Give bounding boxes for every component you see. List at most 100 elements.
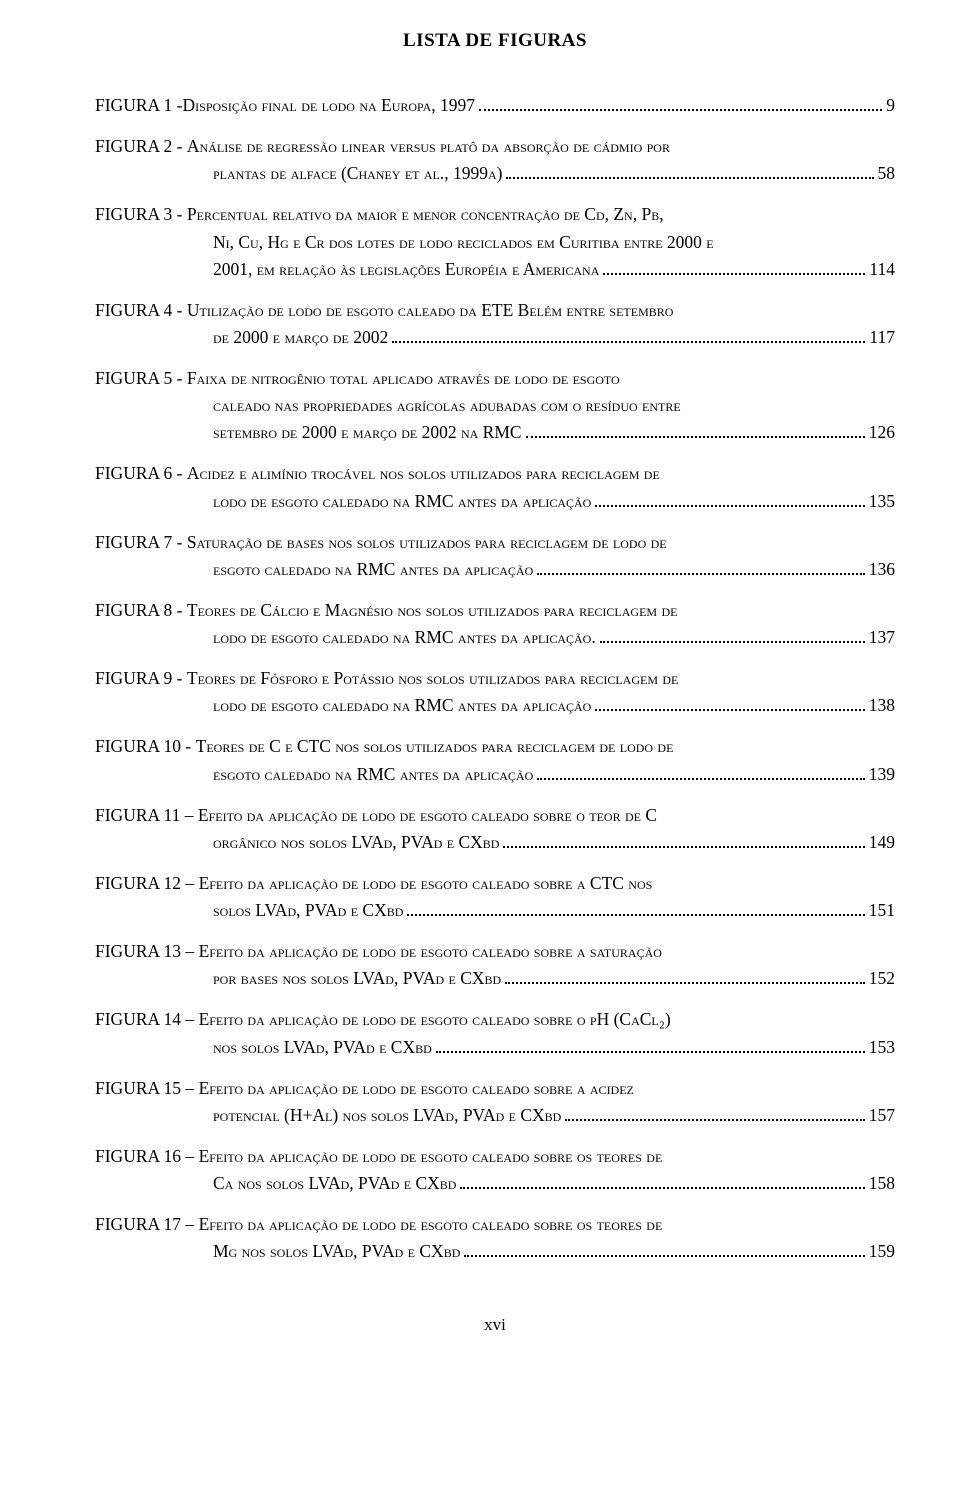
figure-label: FIGURA 13 – [95,941,199,961]
page-number: 138 [869,692,895,719]
figure-label: FIGURA 1 - [95,92,183,119]
figure-label: FIGURA 8 - [95,600,187,620]
figure-label: FIGURA 7 - [95,532,187,552]
figure-description: setembro de 2000 e março de 2002 na RMC [213,419,522,446]
figure-description: Ni, Cu, Hg e Cr dos lotes de lodo recicl… [213,232,714,252]
leader-dots [392,330,865,343]
figure-description: Efeito da aplicação de lodo de esgoto ca… [199,1009,671,1029]
leader-dots [526,426,865,439]
figure-entry: FIGURA 1 - Disposição final de lodo na E… [95,92,895,119]
figure-label: FIGURA 15 – [95,1078,199,1098]
figure-entry: FIGURA 13 – Efeito da aplicação de lodo … [95,938,895,992]
page-number: 149 [869,829,895,856]
figure-description: nos solos LVAd, PVAd e CXbd [213,1034,432,1061]
figure-description: Disposição final de lodo na Europa, 1997 [183,92,476,119]
figure-entry: FIGURA 6 - Acidez e alimínio trocável no… [95,460,895,514]
leader-dots [464,1245,864,1258]
figure-description: 2001, em relação às legislações Européia… [213,256,599,283]
figure-description: Acidez e alimínio trocável nos solos uti… [187,463,660,483]
figure-description: caleado nas propriedades agrícolas aduba… [213,395,681,415]
figure-description: Efeito da aplicação de lodo de esgoto ca… [199,873,653,893]
figure-label: FIGURA 2 - [95,136,187,156]
figure-entry: FIGURA 4 - Utilização de lodo de esgoto … [95,297,895,351]
figure-description: Efeito da aplicação de lodo de esgoto ca… [199,1146,663,1166]
figure-entry: FIGURA 15 – Efeito da aplicação de lodo … [95,1075,895,1129]
figure-entry: FIGURA 17 – Efeito da aplicação de lodo … [95,1211,895,1265]
page-number: 139 [869,761,895,788]
figure-description: plantas de alface (Chaney et al., 1999a) [213,160,502,187]
figure-label: FIGURA 4 - [95,300,187,320]
figure-entry: FIGURA 9 - Teores de Fósforo e Potássio … [95,665,895,719]
figure-description: solos LVAd, PVAd e CXbd [213,897,403,924]
page-number: 135 [869,488,895,515]
figure-label: FIGURA 11 – [95,805,198,825]
figure-description: Saturação de bases nos solos utilizados … [187,532,667,552]
figure-label: FIGURA 6 - [95,463,187,483]
footer-page-number: xvi [95,1315,895,1335]
figure-entry: FIGURA 7 - Saturação de bases nos solos … [95,529,895,583]
leader-dots [505,972,865,985]
figure-description: Utilização de lodo de esgoto caleado da … [187,300,674,320]
page-title: LISTA DE FIGURAS [95,30,895,52]
leader-dots [565,1108,864,1121]
leader-dots [595,494,864,507]
figure-description: potencial (H+Al) nos solos LVAd, PVAd e … [213,1102,561,1129]
figure-description: de 2000 e março de 2002 [213,324,388,351]
page-number: 151 [869,897,895,924]
leader-dots [436,1040,865,1053]
figure-label: FIGURA 12 – [95,873,199,893]
figure-entry: FIGURA 5 - Faixa de nitrogênio total apl… [95,365,895,446]
page-number: 152 [869,965,895,992]
page-number: 58 [878,160,896,187]
figure-entry: FIGURA 8 - Teores de Cálcio e Magnésio n… [95,597,895,651]
leader-dots [407,904,864,917]
figure-label: FIGURA 17 – [95,1214,199,1234]
figure-label: FIGURA 5 - [95,368,187,388]
page-number: 117 [869,324,895,351]
leader-dots [603,262,865,275]
figure-description: por bases nos solos LVAd, PVAd e CXbd [213,965,501,992]
figure-description: lodo de esgoto caledado na RMC antes da … [213,624,596,651]
figure-description: Análise de regressão linear versus platô… [187,136,670,156]
figure-description: esgoto caledado na RMC antes da aplicaçã… [213,556,533,583]
figure-description: Teores de Cálcio e Magnésio nos solos ut… [187,600,678,620]
page-number: 126 [869,419,895,446]
figure-label: FIGURA 14 – [95,1009,199,1029]
figure-entry: FIGURA 12 – Efeito da aplicação de lodo … [95,870,895,924]
figure-description: Efeito da aplicação de lodo de esgoto ca… [198,805,657,825]
figure-entry: FIGURA 3 - Percentual relativo da maior … [95,201,895,282]
figure-list: FIGURA 1 - Disposição final de lodo na E… [95,92,895,1265]
figure-entry: FIGURA 11 – Efeito da aplicação de lodo … [95,802,895,856]
figure-description: Mg nos solos LVAd, PVAd e CXbd [213,1238,460,1265]
page-number: 114 [869,256,895,283]
leader-dots [503,835,864,848]
leader-dots [479,99,882,112]
figure-label: FIGURA 10 - [95,736,196,756]
leader-dots [506,167,873,180]
figure-description: Percentual relativo da maior e menor con… [187,204,664,224]
page-number: 136 [869,556,895,583]
page-number: 153 [869,1034,895,1061]
figure-description: Teores de C e CTC nos solos utilizados p… [196,736,674,756]
leader-dots [537,767,864,780]
figure-description: orgânico nos solos LVAd, PVAd e CXbd [213,829,499,856]
figure-description: Efeito da aplicação de lodo de esgoto ca… [199,941,662,961]
leader-dots [460,1177,864,1190]
figure-description: Efeito da aplicação de lodo de esgoto ca… [199,1214,663,1234]
page-number: 9 [886,92,895,119]
page: LISTA DE FIGURAS FIGURA 1 - Disposição f… [0,0,960,1499]
figure-entry: FIGURA 14 – Efeito da aplicação de lodo … [95,1006,895,1060]
page-number: 158 [869,1170,895,1197]
page-number: 157 [869,1102,895,1129]
figure-entry: FIGURA 10 - Teores de C e CTC nos solos … [95,733,895,787]
leader-dots [600,631,865,644]
figure-description: esgoto caledado na RMC antes da aplicaçã… [213,761,533,788]
figure-label: FIGURA 3 - [95,204,187,224]
figure-entry: FIGURA 2 - Análise de regressão linear v… [95,133,895,187]
figure-entry: FIGURA 16 – Efeito da aplicação de lodo … [95,1143,895,1197]
figure-label: FIGURA 16 – [95,1146,199,1166]
figure-description: lodo de esgoto caledado na RMC antes da … [213,692,591,719]
figure-description: Faixa de nitrogênio total aplicado atrav… [187,368,620,388]
figure-description: lodo de esgoto caledado na RMC antes da … [213,488,591,515]
page-number: 137 [869,624,895,651]
